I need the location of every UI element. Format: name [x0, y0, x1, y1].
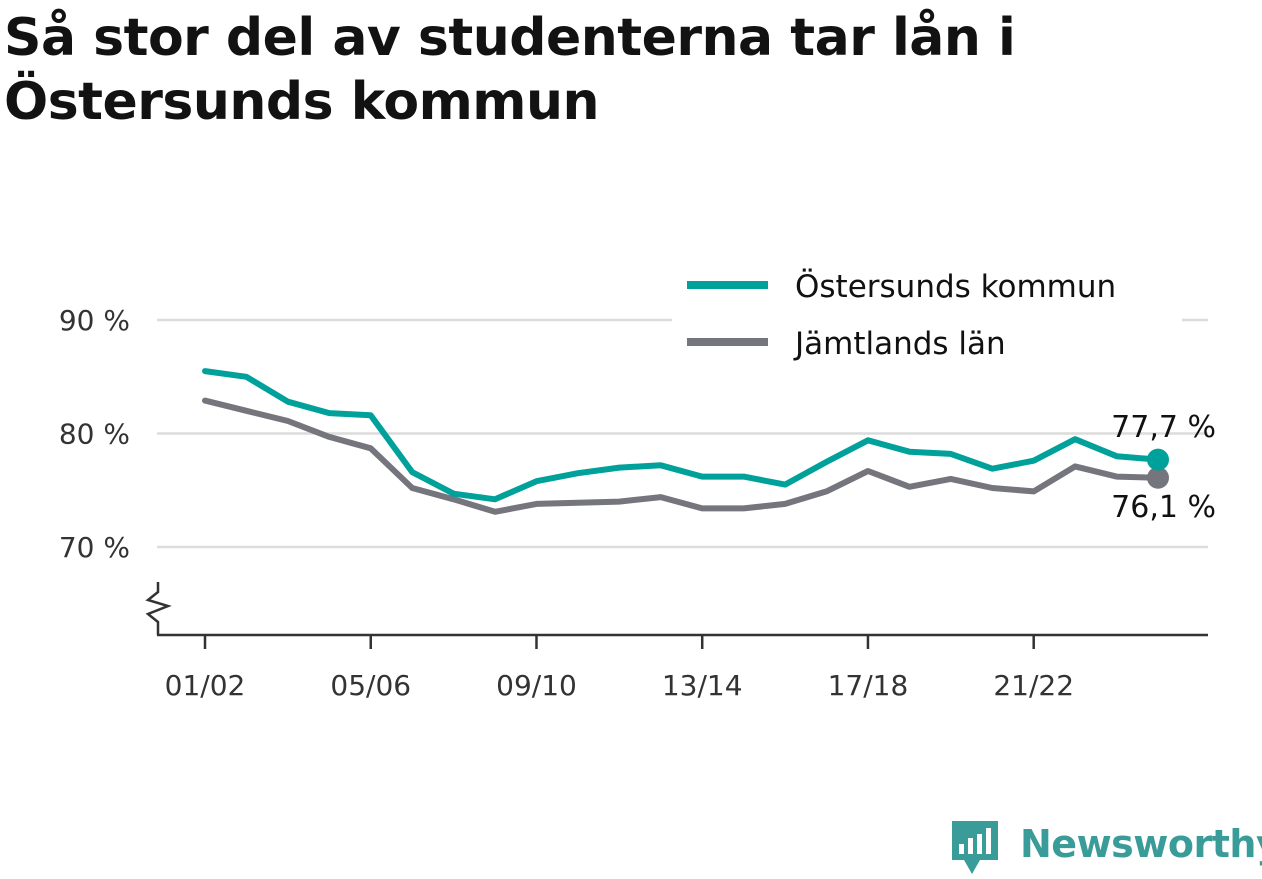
series-endpoint-jamtland: [1147, 466, 1169, 489]
axis-break-icon: [145, 582, 172, 635]
series-endpoint-ostersunds: [1147, 448, 1169, 471]
legend-background: [672, 258, 1182, 368]
brand-logo: Newsworthy: [950, 818, 1262, 876]
x-tick-label: 01/02: [165, 669, 246, 702]
series-lines: [202, 368, 1169, 515]
newsworthy-logo-icon: [952, 821, 998, 874]
chart-title: Så stor del av studenterna tar lån i Öst…: [4, 8, 1016, 132]
x-tick-label: 13/14: [662, 669, 743, 702]
end-label-jamtland: 76,1 %: [1111, 490, 1216, 525]
x-tick-label: 17/18: [828, 669, 909, 702]
x-tick-labels: 01/02 05/06 09/10 13/14 17/18 21/22: [165, 669, 1074, 702]
x-tick-label: 21/22: [993, 669, 1074, 702]
y-tick-label: 70 %: [59, 531, 130, 564]
x-tick-label: 05/06: [330, 669, 411, 702]
legend: Östersunds kommun Jämtlands län: [672, 258, 1182, 368]
legend-label-ostersunds: Östersunds kommun: [795, 268, 1116, 305]
end-label-ostersunds: 77,7 %: [1111, 410, 1216, 445]
x-tick-label: 09/10: [496, 669, 577, 702]
y-tick-label: 90 %: [59, 304, 130, 337]
legend-label-jamtland: Jämtlands län: [793, 326, 1006, 362]
y-tick-label: 80 %: [59, 418, 130, 451]
end-labels: 77,7 % 76,1 %: [1111, 410, 1216, 525]
series-line-ostersunds: [202, 368, 1161, 503]
y-tick-labels: 70 % 80 % 90 %: [59, 304, 130, 564]
series-line-jamtland: [202, 397, 1161, 515]
brand-name: Newsworthy: [1020, 822, 1262, 866]
axes: [145, 582, 1208, 649]
